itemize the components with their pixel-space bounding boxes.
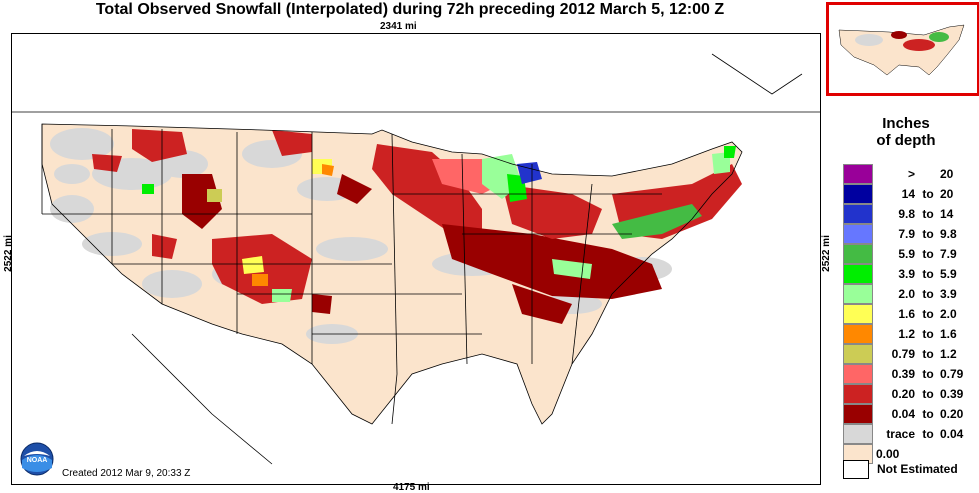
legend-to: to (922, 347, 934, 361)
legend-swatch (843, 224, 873, 244)
legend-low: 0.79 (891, 347, 915, 361)
legend-to: to (922, 187, 934, 201)
legend-swatch (843, 244, 873, 264)
legend-low: 1.6 (898, 307, 915, 321)
legend-high: 20 (940, 167, 954, 181)
legend-swatch (843, 304, 873, 324)
legend-low: 9.8 (898, 207, 915, 221)
legend-swatch (843, 164, 873, 184)
legend-high: 9.8 (940, 227, 957, 241)
legend-low: 0.04 (891, 407, 915, 421)
legend-to: to (922, 307, 934, 321)
inset-canvas (838, 24, 965, 76)
legend-title-line1: Inches (882, 115, 930, 132)
legend-to: to (922, 367, 934, 381)
legend-high: 14 (940, 207, 954, 221)
legend-low: trace (886, 427, 915, 441)
legend-swatch (843, 384, 873, 404)
legend-low: 1.2 (898, 327, 915, 341)
legend-low: > (907, 167, 915, 181)
legend-high: 1.6 (940, 327, 957, 341)
map-title: Total Observed Snowfall (Interpolated) d… (95, 1, 725, 18)
not-estimated-swatch (843, 460, 869, 479)
legend-to: to (922, 227, 934, 241)
boundary-lines (12, 53, 820, 465)
right-distance-label: 2522 mi (820, 235, 832, 272)
legend-high: 20 (940, 187, 954, 201)
legend-swatch (843, 364, 873, 384)
noaa-logo-text: NOAA (27, 457, 48, 464)
legend-low: 14 (901, 187, 915, 201)
legend-to: to (922, 427, 934, 441)
legend-high: 0.79 (940, 367, 964, 381)
legend-low: 3.9 (898, 267, 915, 281)
legend-high: 0.04 (940, 427, 964, 441)
legend-high: 7.9 (940, 247, 957, 261)
legend-swatch (843, 284, 873, 304)
legend-high: 0.39 (940, 387, 964, 401)
legend-to: to (922, 207, 934, 221)
legend-swatch (843, 404, 873, 424)
overview-inset-map[interactable] (826, 2, 979, 96)
created-timestamp: Created 2012 Mar 9, 20:33 Z (62, 468, 191, 479)
legend-low: 0.20 (891, 387, 915, 401)
legend-low: 0.39 (891, 367, 915, 381)
legend-title-line2: of depth (876, 132, 936, 149)
legend-high: 0.20 (940, 407, 964, 421)
legend-low: 5.9 (898, 247, 915, 261)
legend-swatch (843, 204, 873, 224)
legend-to: to (922, 407, 934, 421)
legend-to: to (922, 387, 934, 401)
snowfall-map[interactable] (11, 33, 821, 485)
legend-to: to (922, 267, 934, 281)
legend-high: 5.9 (940, 267, 957, 281)
legend-low: 2.0 (898, 287, 915, 301)
legend-high: 2.0 (940, 307, 957, 321)
legend-low: 7.9 (898, 227, 915, 241)
legend-swatch (843, 424, 873, 444)
legend-to: to (922, 327, 934, 341)
legend-swatch (843, 344, 873, 364)
noaa-logo-icon: NOAA (20, 442, 54, 476)
legend-to: to (922, 247, 934, 261)
legend-swatch (843, 184, 873, 204)
legend-swatch (843, 264, 873, 284)
legend-swatch (843, 324, 873, 344)
bottom-distance-label: 4175 mi (393, 482, 430, 493)
legend-high: 3.9 (940, 287, 957, 301)
map-canvas (12, 53, 820, 465)
not-estimated-label: Not Estimated (877, 462, 958, 476)
legend-title: Inches of depth (836, 115, 976, 149)
legend-zero-label: 0.00 (876, 447, 900, 461)
legend-to: to (922, 287, 934, 301)
legend-high: 1.2 (940, 347, 957, 361)
moderate-snow-areas (142, 146, 736, 302)
top-distance-label: 2341 mi (380, 21, 417, 32)
